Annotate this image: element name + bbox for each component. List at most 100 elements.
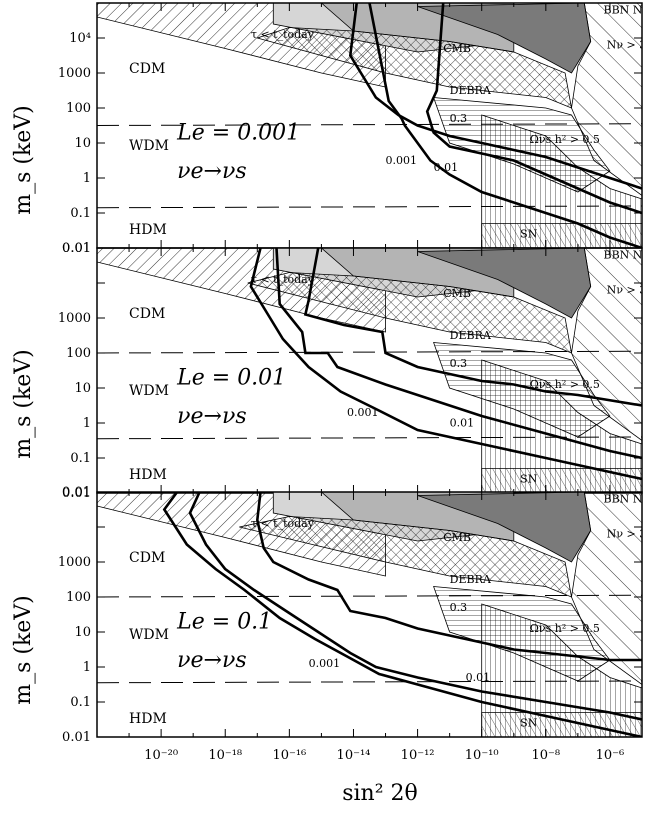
y-tick-label: 1 — [83, 171, 91, 186]
panel-L-label: Le = 0.1 — [176, 610, 272, 635]
y-tick-label: 10 — [74, 625, 91, 640]
label-wdm: WDM — [129, 138, 169, 154]
y-tick-label: 1000 — [58, 311, 91, 326]
label-debra: DEBRA — [450, 573, 492, 586]
label-curve-0.01: 0.01 — [450, 417, 475, 430]
label-debra: DEBRA — [450, 329, 492, 342]
panel-1: BBN Nν > 4 Nν > 3.2 CMB DEBRA SN Ωνs h² > 0.5… — [58, 2, 660, 256]
label-nnu: Nν > 3.2 — [607, 284, 657, 297]
label-curve-0.001: 0.001 — [347, 406, 379, 419]
label-curve-0.01: 0.01 — [434, 161, 459, 174]
y-axis-label-3: m_s (keV) — [11, 105, 36, 215]
curve-0.001 — [162, 492, 642, 737]
regime-boundary-1 — [97, 680, 642, 684]
sn-region — [481, 359, 642, 493]
label-hdm: HDM — [129, 711, 167, 727]
x-tick-label: 10⁻²⁰ — [144, 748, 178, 763]
regime-boundary-0 — [97, 350, 642, 354]
label-bbn: BBN Nν > 4 — [604, 249, 660, 262]
label-curve-0.3: 0.3 — [450, 601, 468, 614]
panel-content-3: BBN Nν > 4 Nν > 3.2 CMB DEBRA SN Ωνs h² > 0.5… — [97, 492, 660, 737]
y-tick-label: 0.01 — [62, 730, 91, 745]
x-tick-label: 10⁻⁸ — [532, 748, 561, 763]
panel-process-label: νe→νs — [177, 159, 247, 184]
label-sn: SN — [520, 228, 538, 241]
sn-region — [481, 603, 642, 737]
x-tick-labels: 10⁻²⁰ 10⁻¹⁸ 10⁻¹⁶ 10⁻¹⁴ 10⁻¹² 10⁻¹⁰ 10⁻⁸ 10⁻⁶ — [144, 748, 624, 763]
panel-process-label: νe→νs — [177, 648, 247, 673]
curve-0.3 — [348, 3, 642, 190]
y-axis-label-2: m_s (keV) — [11, 595, 36, 705]
y-tick-label-top: 0.01 — [62, 485, 91, 500]
label-hdm: HDM — [129, 222, 167, 238]
label-cmb: CMB — [443, 42, 471, 55]
curve-0.01 — [425, 3, 642, 215]
label-cdm: CDM — [129, 306, 165, 322]
label-wdm: WDM — [129, 383, 169, 399]
y-tick-label: 10 — [74, 381, 91, 396]
sn-low-region — [481, 468, 642, 493]
curve-0.001 — [368, 3, 642, 248]
x-tick-label: 10⁻¹² — [401, 748, 435, 763]
curve-0.001 — [249, 248, 642, 481]
panels-group: BBN Nν > 4 Nν > 3.2 CMB DEBRA SN Ωνs h² > 0.5… — [58, 2, 660, 745]
y-tick-label: 1000 — [58, 66, 91, 81]
x-tick-label: 10⁻¹⁸ — [208, 748, 242, 763]
label-nnu: Nν > 3.2 — [607, 39, 657, 52]
label-bbn: BBN Nν > 4 — [604, 493, 660, 506]
y-tick-label: 1 — [83, 660, 91, 675]
regime-boundary-1 — [97, 205, 642, 209]
label-curve-0.3: 0.3 — [450, 357, 468, 370]
label-tau: τ < t_today — [251, 28, 315, 41]
label-cmb: CMB — [443, 531, 471, 544]
curve-0.01 — [188, 492, 642, 721]
label-nnu: Nν > 3.2 — [607, 528, 657, 541]
y-tick-label: 100 — [66, 346, 91, 361]
panel-frame — [96, 491, 643, 738]
debra-region — [255, 27, 573, 109]
curve-0.3 — [303, 248, 642, 407]
x-axis-label: sin² 2θ — [342, 781, 418, 806]
y-tick-label: 100 — [66, 101, 91, 116]
debra-region — [239, 516, 573, 598]
y-tick-label: 0.01 — [62, 241, 91, 256]
y-tick-label: 10⁴ — [69, 31, 91, 46]
label-cmb: CMB — [443, 287, 471, 300]
label-debra: DEBRA — [450, 84, 492, 97]
label-curve-0.3: 0.3 — [450, 112, 468, 125]
label-hdm: HDM — [129, 467, 167, 483]
curve-0.3 — [255, 492, 642, 662]
label-cdm: CDM — [129, 61, 165, 77]
sn-low-region — [481, 712, 642, 737]
regime-boundary-1 — [97, 436, 642, 440]
label-curve-0.01: 0.01 — [466, 671, 491, 684]
label-curve-0.001: 0.001 — [309, 657, 341, 670]
sn-low-region — [481, 223, 642, 248]
label-omega: Ωνs h² > 0.5 — [530, 622, 600, 635]
panel-3: BBN Nν > 4 Nν > 3.2 CMB DEBRA SN Ωνs h² > 0.5… — [58, 485, 660, 745]
curve-0.01 — [275, 248, 642, 460]
y-tick-label: 0.1 — [70, 206, 91, 221]
label-curve-0.001: 0.001 — [386, 154, 418, 167]
x-tick-label: 10⁻¹⁰ — [465, 748, 499, 763]
y-tick-label: 1000 — [58, 555, 91, 570]
label-tau: τ < t_today — [251, 517, 315, 530]
panel-process-label: νe→νs — [177, 404, 247, 429]
regime-boundary-0 — [97, 594, 642, 598]
label-sn: SN — [520, 717, 538, 730]
label-omega: Ωνs h² > 0.5 — [530, 133, 600, 146]
debra-region — [247, 272, 573, 354]
label-bbn: BBN Nν > 4 — [604, 4, 660, 17]
y-tick-label: 100 — [66, 590, 91, 605]
x-tick-label: 10⁻¹⁴ — [337, 748, 371, 763]
y-tick-label-top: 0.01 — [62, 241, 91, 256]
regime-boundary-0 — [97, 123, 642, 126]
y-tick-label: 1 — [83, 416, 91, 431]
panel-2: BBN Nν > 4 Nν > 3.2 CMB DEBRA SN Ωνs h² > 0.5… — [58, 241, 660, 501]
label-sn: SN — [520, 473, 538, 486]
x-tick-label: 10⁻⁶ — [596, 748, 625, 763]
label-tau: τ < t_today — [251, 273, 315, 286]
panel-content-2: BBN Nν > 4 Nν > 3.2 CMB DEBRA SN Ωνs h² > 0.5… — [97, 248, 660, 493]
panel-L-label: Le = 0.001 — [176, 121, 300, 146]
